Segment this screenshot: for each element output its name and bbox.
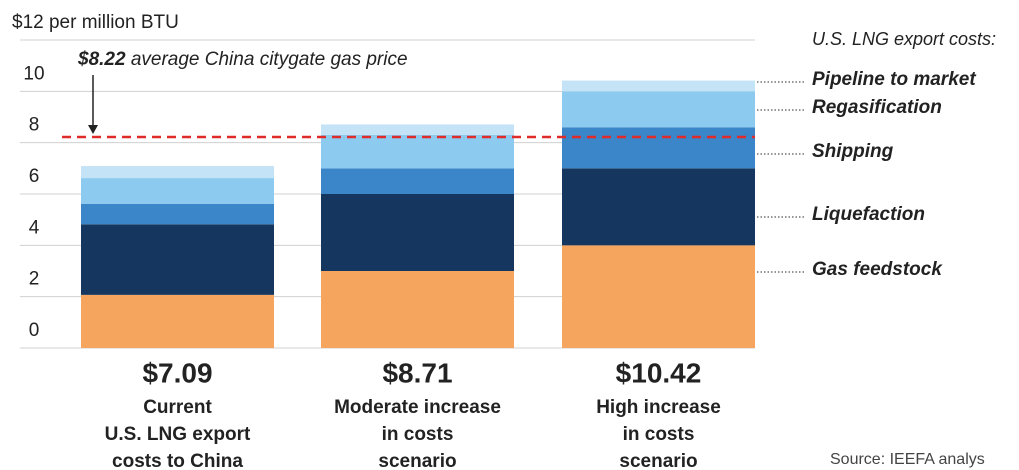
bar-segment — [562, 91, 755, 128]
annotation-arrowhead — [88, 125, 98, 135]
legend-label: Gas feedstock — [812, 259, 943, 280]
source: Source: IEEFA analys — [830, 451, 985, 468]
bar-segment — [562, 168, 755, 246]
x-tick-label: in costs — [382, 424, 454, 445]
legend-title: U.S. LNG export costs: — [812, 29, 996, 49]
total-label: $8.71 — [382, 357, 452, 388]
bar-segment — [321, 271, 514, 348]
y-tick-label: $12 per million BTU — [12, 12, 179, 33]
y-tick-label: 0 — [29, 320, 40, 341]
x-tick-label: U.S. LNG export — [105, 424, 251, 445]
y-tick-label: 2 — [29, 269, 40, 290]
bar-segment — [81, 178, 274, 204]
x-tick-label: scenario — [378, 451, 456, 470]
bar-segment — [81, 224, 274, 295]
legend-label: Liquefaction — [812, 204, 925, 225]
x-tick-label: in costs — [623, 424, 695, 445]
x-tick-label: costs to China — [112, 451, 243, 470]
bar-segment — [81, 203, 274, 225]
x-tick-label: scenario — [619, 451, 697, 470]
x-tick-label: High increase — [596, 397, 721, 418]
legend-label: Pipeline to market — [812, 69, 976, 90]
bar-segment — [562, 245, 755, 348]
bar-segment — [321, 134, 514, 169]
bar-segment — [562, 80, 755, 92]
bar-segment — [321, 168, 514, 194]
annotation-text: average China citygate gas price — [131, 49, 408, 70]
annotation: $8.22 average China citygate gas price — [77, 49, 408, 70]
bar-segment — [81, 166, 274, 179]
legend-label: Regasification — [812, 97, 942, 118]
bar-segment — [81, 294, 274, 348]
total-label: $7.09 — [142, 357, 212, 388]
annotation-value: $8.22 — [77, 49, 126, 70]
bar-segment — [321, 194, 514, 271]
legend-label: Shipping — [812, 141, 894, 162]
y-tick-label: 10 — [23, 63, 44, 84]
y-tick-label: 4 — [29, 217, 40, 238]
y-tick-label: 6 — [29, 166, 40, 187]
y-tick-label: 8 — [29, 115, 40, 136]
x-tick-label: Moderate increase — [334, 397, 501, 418]
bar-segment — [562, 127, 755, 169]
total-label: $10.42 — [616, 357, 702, 388]
bar-segment — [321, 124, 514, 135]
x-tick-label: Current — [143, 397, 212, 418]
